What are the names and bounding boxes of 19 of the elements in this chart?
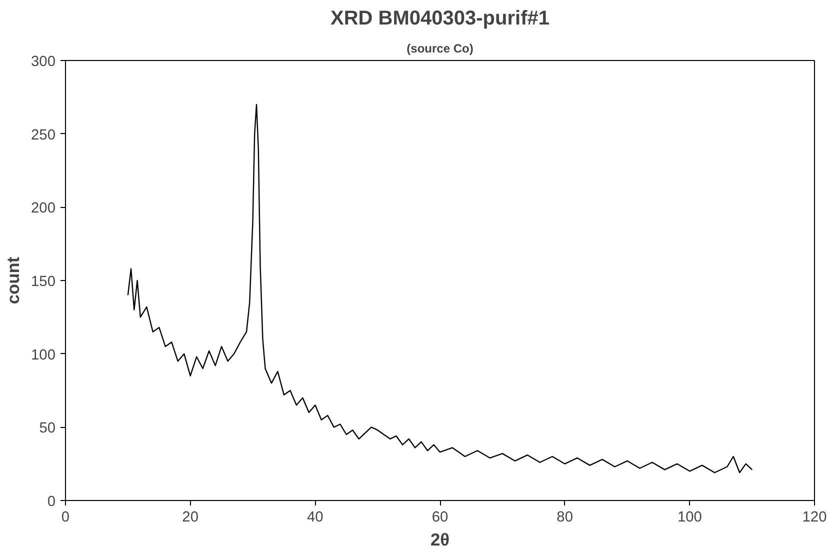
- chart-subtitle: (source Co): [406, 42, 474, 56]
- chart-title: XRD BM040303-purif#1: [330, 8, 550, 30]
- y-tick-label: 100: [31, 347, 56, 364]
- y-axis-title: count: [3, 256, 24, 304]
- y-tick-label: 50: [39, 420, 56, 437]
- x-tick-label: 60: [432, 510, 448, 526]
- y-tick-label: 150: [31, 274, 56, 290]
- x-tick-label: 40: [307, 510, 324, 526]
- line-series: [127, 104, 753, 474]
- x-tick-label: 120: [802, 510, 827, 526]
- y-tick-label: 250: [31, 127, 56, 144]
- x-tick-label: 80: [556, 510, 573, 526]
- x-tick-label: 0: [61, 510, 70, 526]
- y-tick-label: 0: [47, 494, 56, 510]
- x-tick-label: 100: [677, 510, 702, 526]
- x-tick-label: 20: [182, 510, 198, 526]
- y-tick-label: 200: [31, 200, 56, 217]
- y-tick-label: 300: [31, 54, 56, 70]
- x-axis-title: 2θ: [430, 530, 450, 550]
